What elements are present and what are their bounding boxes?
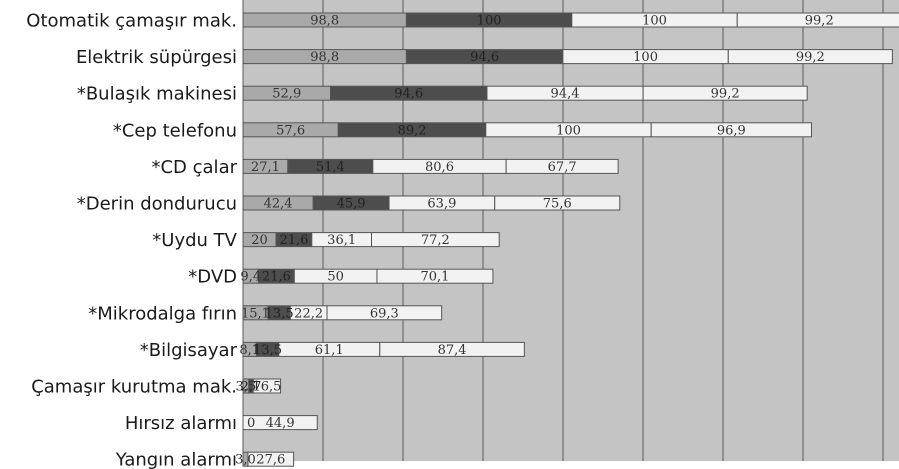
category-label: *DVD xyxy=(188,267,237,288)
data-label: 96,9 xyxy=(717,123,746,138)
data-label: 13,5 xyxy=(253,343,282,358)
data-label: 70,1 xyxy=(420,270,449,285)
data-label: 100 xyxy=(477,14,502,29)
data-label: 61,1 xyxy=(315,343,344,358)
category-label: *Cep telefonu xyxy=(113,120,237,141)
data-label: 67,7 xyxy=(548,160,577,175)
bar-segment xyxy=(242,415,318,431)
data-label: 50 xyxy=(327,270,344,285)
data-label: 3,0 xyxy=(235,453,256,468)
bar-segment xyxy=(642,85,808,101)
category-label: Yangın alarmı xyxy=(115,450,237,469)
data-label: 16,5 xyxy=(252,380,281,395)
data-label: 98,8 xyxy=(310,14,339,29)
data-label: 22,2 xyxy=(294,306,323,321)
data-label: 98,8 xyxy=(310,50,339,65)
data-label: 80,6 xyxy=(425,160,454,175)
data-label: 69,3 xyxy=(370,306,399,321)
data-label: 100 xyxy=(556,123,581,138)
data-label: 42,4 xyxy=(264,197,293,212)
category-label: Hırsız alarmı xyxy=(125,413,237,434)
data-label: 100 xyxy=(642,14,667,29)
category-label: Çamaşır kurutma mak. xyxy=(31,377,237,398)
value-labels: 98,8 100 100 99,2 98,8 94,6 100 99,2 52,9 94,6 94,… xyxy=(235,14,834,468)
category-label: *Bulaşık makinesi xyxy=(77,84,237,105)
data-label: 94,6 xyxy=(470,50,499,65)
data-label: 45,9 xyxy=(337,197,366,212)
data-label: 57,6 xyxy=(276,123,305,138)
data-label: 44,9 xyxy=(266,416,295,431)
data-label: 77,2 xyxy=(421,233,450,248)
data-label: 99,2 xyxy=(805,14,834,29)
category-label: *Derin dondurucu xyxy=(77,194,237,215)
bar-segment xyxy=(727,49,893,65)
data-label: 27,6 xyxy=(256,453,285,468)
category-label: *Bilgisayar xyxy=(140,340,238,361)
data-label: 20 xyxy=(251,233,268,248)
bar-segment xyxy=(505,158,619,174)
bar-segment xyxy=(650,122,812,138)
data-label: 52,9 xyxy=(272,87,301,102)
plot-area xyxy=(243,0,899,461)
data-label: 94,4 xyxy=(551,87,580,102)
bar-segment xyxy=(326,305,443,321)
data-label: 3,5 xyxy=(236,380,257,395)
category-label: Otomatik çamaşır mak. xyxy=(26,11,237,32)
data-label: 2,7 xyxy=(241,380,262,395)
data-label: 9,4 xyxy=(240,270,261,285)
category-label: *Uydu TV xyxy=(152,230,237,251)
bar-segment xyxy=(379,341,525,357)
data-label: 27,1 xyxy=(251,160,280,175)
category-label: *CD çalar xyxy=(151,157,237,178)
bar-segment xyxy=(494,195,621,211)
data-label: 0 xyxy=(247,416,255,431)
bar-segment xyxy=(247,451,295,467)
data-label: 21,6 xyxy=(262,270,291,285)
data-label: 94,6 xyxy=(394,87,423,102)
data-label: 36,1 xyxy=(327,233,356,248)
bar-segment xyxy=(252,378,282,394)
data-label: 15,1 xyxy=(241,306,270,321)
data-label: 63,9 xyxy=(427,197,456,212)
data-label: 99,2 xyxy=(711,87,740,102)
data-label: 8,1 xyxy=(239,343,260,358)
data-label: 99,2 xyxy=(796,50,825,65)
category-label: Elektrik süpürgesi xyxy=(76,47,237,68)
data-label: 13,5 xyxy=(265,306,294,321)
bar-segment xyxy=(371,232,500,248)
bar-segment xyxy=(736,12,899,28)
bar-segment xyxy=(376,268,494,284)
data-label: 87,4 xyxy=(438,343,467,358)
data-label: 89,2 xyxy=(398,123,427,138)
data-label: 75,6 xyxy=(543,197,572,212)
category-label: *Mikrodalga fırın xyxy=(88,303,237,324)
data-label: 100 xyxy=(633,50,658,65)
bar-segments xyxy=(242,12,899,467)
gridlines xyxy=(242,0,884,461)
category-labels: Otomatik çamaşır mak. Elektrik süpürgesi *… xyxy=(26,11,237,469)
data-label: 51,4 xyxy=(316,160,345,175)
data-label: 21,6 xyxy=(279,233,308,248)
